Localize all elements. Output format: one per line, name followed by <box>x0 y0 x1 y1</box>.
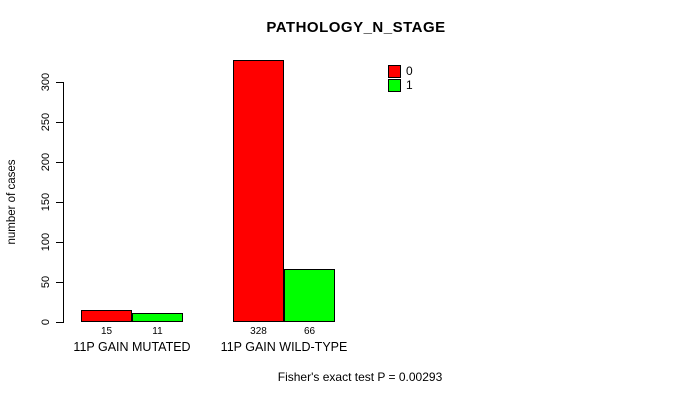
y-axis-tick-label: 300 <box>40 72 52 92</box>
y-axis-tick <box>56 82 63 83</box>
footer-caption: Fisher's exact test P = 0.00293 <box>277 370 443 384</box>
legend-swatch-icon <box>388 64 401 78</box>
legend-label: 0 <box>406 64 413 78</box>
y-axis-tick-label: 250 <box>40 112 52 132</box>
y-axis-tick <box>56 162 63 163</box>
legend-item: 1 <box>388 78 413 92</box>
y-axis-tick-label: 50 <box>40 275 52 289</box>
bar-value-label: 328 <box>250 326 267 337</box>
legend-item: 0 <box>388 64 413 78</box>
y-axis-tick-label: 200 <box>40 152 52 172</box>
y-axis-tick <box>56 242 63 243</box>
category-label: 11P GAIN MUTATED <box>73 340 191 354</box>
bar <box>284 269 335 322</box>
bar-value-label: 66 <box>303 326 316 337</box>
legend-swatch-icon <box>388 78 401 92</box>
bar <box>132 313 183 322</box>
y-axis-tick-label: 100 <box>40 232 52 252</box>
chart-title: PATHOLOGY_N_STAGE <box>266 19 446 36</box>
bar <box>81 310 132 322</box>
y-axis-line <box>63 82 64 323</box>
y-axis-tick <box>56 202 63 203</box>
y-axis-tick <box>56 282 63 283</box>
bar-value-label: 11 <box>152 326 163 337</box>
y-axis-tick-label: 0 <box>40 318 52 326</box>
category-label: 11P GAIN WILD-TYPE <box>220 340 348 354</box>
bar <box>233 60 284 322</box>
bar-value-label: 15 <box>100 326 113 337</box>
y-axis-tick <box>56 322 63 323</box>
legend-label: 1 <box>406 78 413 92</box>
y-axis-tick <box>56 122 63 123</box>
y-axis-tick-label: 150 <box>40 192 52 212</box>
y-axis-title: number of cases <box>6 159 18 245</box>
